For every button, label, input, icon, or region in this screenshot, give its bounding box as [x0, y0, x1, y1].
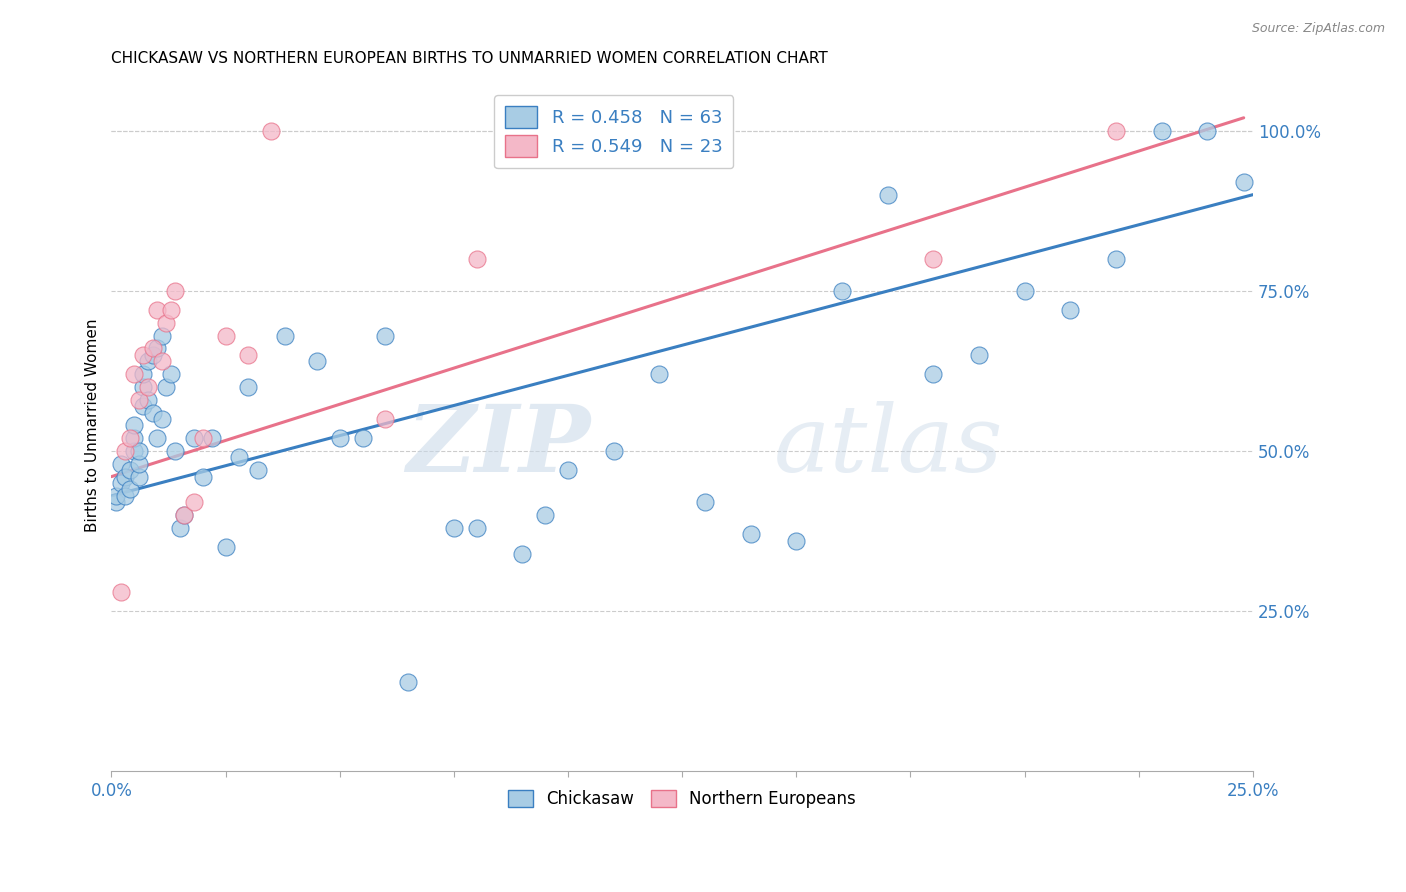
Point	[165, 444, 187, 458]
Point	[155, 316, 177, 330]
Point	[443, 521, 465, 535]
Point	[146, 342, 169, 356]
Point	[146, 431, 169, 445]
Point	[183, 495, 205, 509]
Point	[114, 469, 136, 483]
Point	[118, 431, 141, 445]
Point	[246, 463, 269, 477]
Point	[114, 444, 136, 458]
Point	[191, 469, 214, 483]
Point	[128, 469, 150, 483]
Point	[132, 348, 155, 362]
Point	[141, 342, 163, 356]
Point	[602, 444, 624, 458]
Point	[352, 431, 374, 445]
Point	[122, 418, 145, 433]
Point	[1105, 123, 1128, 137]
Point	[693, 495, 716, 509]
Point	[128, 444, 150, 458]
Text: atlas: atlas	[773, 401, 1002, 491]
Point	[141, 348, 163, 362]
Point	[831, 284, 853, 298]
Point	[122, 367, 145, 381]
Point	[1014, 284, 1036, 298]
Point	[114, 489, 136, 503]
Point	[238, 380, 260, 394]
Text: CHICKASAW VS NORTHERN EUROPEAN BIRTHS TO UNMARRIED WOMEN CORRELATION CHART: CHICKASAW VS NORTHERN EUROPEAN BIRTHS TO…	[111, 51, 828, 66]
Point	[159, 303, 181, 318]
Point	[557, 463, 579, 477]
Legend: Chickasaw, Northern Europeans: Chickasaw, Northern Europeans	[502, 783, 863, 815]
Point	[214, 328, 236, 343]
Y-axis label: Births to Unmarried Women: Births to Unmarried Women	[86, 318, 100, 533]
Point	[122, 444, 145, 458]
Point	[329, 431, 352, 445]
Point	[136, 392, 159, 407]
Point	[967, 348, 990, 362]
Point	[183, 431, 205, 445]
Point	[136, 354, 159, 368]
Point	[465, 252, 488, 266]
Point	[228, 450, 250, 465]
Point	[150, 328, 173, 343]
Point	[165, 284, 187, 298]
Point	[740, 527, 762, 541]
Text: Source: ZipAtlas.com: Source: ZipAtlas.com	[1251, 22, 1385, 36]
Point	[132, 367, 155, 381]
Point	[110, 476, 132, 491]
Point	[155, 380, 177, 394]
Point	[274, 328, 297, 343]
Point	[1197, 123, 1219, 137]
Point	[110, 585, 132, 599]
Point	[104, 489, 127, 503]
Point	[201, 431, 224, 445]
Point	[104, 495, 127, 509]
Point	[1150, 123, 1173, 137]
Text: ZIP: ZIP	[406, 401, 591, 491]
Point	[128, 457, 150, 471]
Point	[191, 431, 214, 445]
Point	[1105, 252, 1128, 266]
Point	[1059, 303, 1081, 318]
Point	[159, 367, 181, 381]
Point	[214, 540, 236, 554]
Point	[648, 367, 671, 381]
Point	[118, 483, 141, 497]
Point	[128, 392, 150, 407]
Point	[876, 187, 898, 202]
Point	[173, 508, 195, 522]
Point	[922, 252, 945, 266]
Point	[260, 123, 283, 137]
Point	[118, 463, 141, 477]
Point	[374, 412, 396, 426]
Point	[534, 508, 557, 522]
Point	[132, 399, 155, 413]
Point	[132, 380, 155, 394]
Point	[122, 431, 145, 445]
Point	[465, 521, 488, 535]
Point	[141, 405, 163, 419]
Point	[374, 328, 396, 343]
Point	[922, 367, 945, 381]
Point	[150, 412, 173, 426]
Point	[238, 348, 260, 362]
Point	[173, 508, 195, 522]
Point	[785, 533, 807, 548]
Point	[396, 674, 419, 689]
Point	[169, 521, 191, 535]
Point	[305, 354, 328, 368]
Point	[146, 303, 169, 318]
Point	[1233, 175, 1256, 189]
Point	[150, 354, 173, 368]
Point	[510, 547, 533, 561]
Point	[110, 457, 132, 471]
Point	[136, 380, 159, 394]
